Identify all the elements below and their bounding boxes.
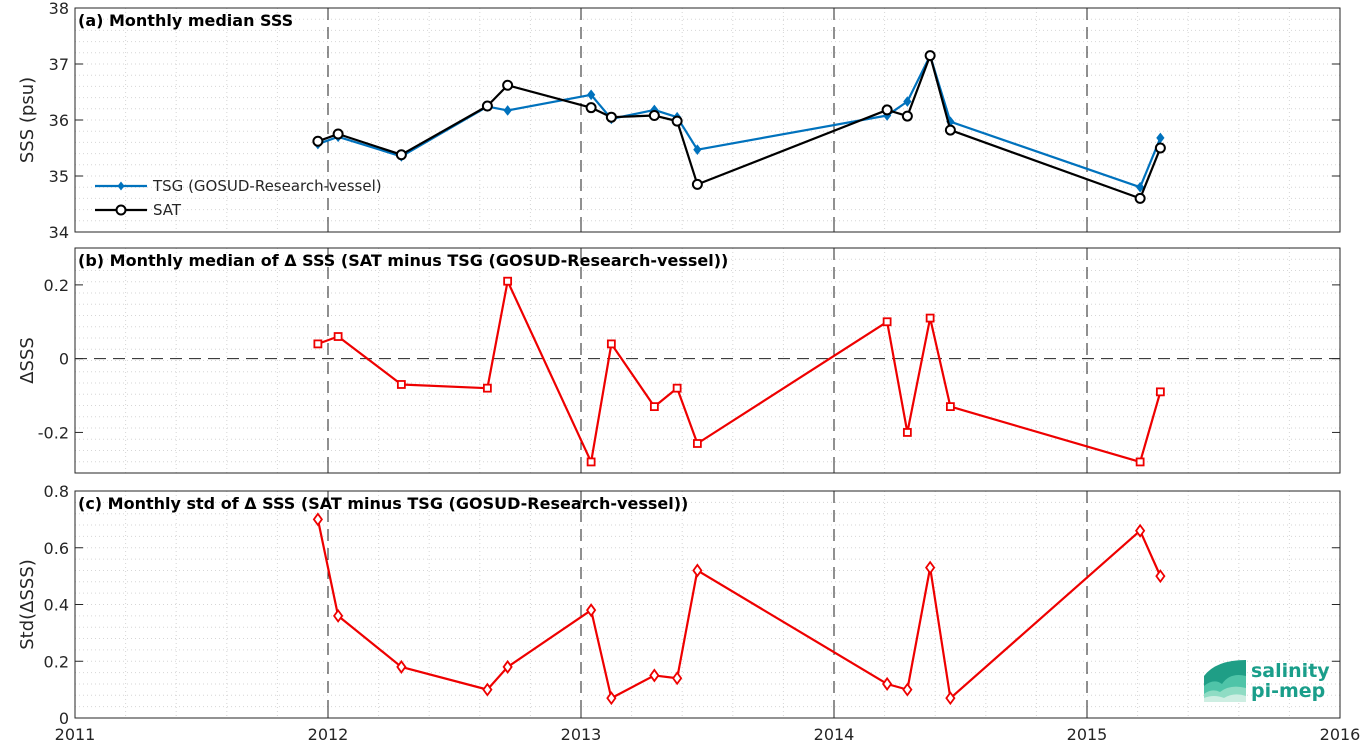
- text-layer: 34 35 36 37 38 SSS (psu) (a) Monthly median SS…: [17, 0, 1360, 744]
- y-tick-label: 37: [49, 55, 69, 74]
- data-point: [944, 124, 956, 136]
- data-point: [945, 402, 955, 412]
- y-tick-label: 0: [59, 709, 69, 728]
- data-point: [672, 383, 682, 393]
- legend-marker: [115, 204, 127, 216]
- legend-label: SAT: [153, 201, 182, 219]
- y-tick-label: 34: [49, 223, 69, 242]
- data-point: [882, 317, 892, 327]
- y-axis-label: SSS (psu): [17, 77, 38, 163]
- data-point: [902, 428, 912, 437]
- data-point: [502, 79, 514, 91]
- data-point: [332, 128, 344, 140]
- panel-1-frame: [74, 247, 1341, 474]
- data-point: [691, 178, 703, 190]
- data-point: [333, 608, 344, 623]
- y-tick-label: 0.2: [44, 276, 69, 295]
- data-point: [649, 668, 660, 683]
- logo-wave-icon: [1204, 660, 1246, 702]
- data-point: [882, 676, 893, 691]
- y-tick-label: 0.8: [44, 482, 69, 501]
- data-point: [1135, 457, 1145, 467]
- y-tick-label: 35: [49, 167, 69, 186]
- y-tick-label: 38: [49, 0, 69, 18]
- salinity-pi-mep-logo: salinity pi-mep: [1204, 660, 1330, 702]
- data-point: [482, 682, 493, 697]
- y-axis-label: Std(ΔSSS): [17, 559, 38, 650]
- data-point: [503, 276, 513, 286]
- y-tick-label: 0.6: [44, 539, 69, 558]
- data-point: [586, 603, 597, 618]
- y-axis-label: ΔSSS: [17, 337, 38, 384]
- data-point: [396, 380, 406, 389]
- data-layer: [312, 50, 1166, 706]
- data-point: [586, 457, 596, 467]
- data-point: [1135, 181, 1145, 193]
- data-point: [903, 96, 912, 107]
- data-point: [1156, 132, 1165, 144]
- legend-marker: [117, 181, 125, 191]
- data-point: [1135, 523, 1146, 538]
- data-point: [1155, 387, 1165, 397]
- data-point: [605, 111, 617, 123]
- x-tick-label: 2011: [55, 725, 96, 744]
- data-point: [692, 563, 703, 578]
- panel-title: (a) Monthly median SSS: [78, 11, 293, 30]
- x-tick-label: 2012: [308, 725, 349, 744]
- series-line-sat: [317, 54, 1162, 200]
- x-tick-label: 2016: [1320, 725, 1361, 744]
- data-point: [585, 102, 597, 114]
- data-point: [649, 402, 659, 412]
- data-point: [502, 659, 513, 674]
- data-point: [586, 89, 596, 101]
- data-point: [672, 671, 683, 686]
- data-point: [481, 100, 493, 112]
- grid-layer: [75, 8, 1340, 718]
- data-point: [313, 339, 323, 349]
- series-line-delta: [316, 519, 1162, 700]
- data-point: [606, 339, 616, 349]
- legend-label: TSG (GOSUD-Research-vessel): [152, 177, 382, 195]
- series-line-delta: [317, 280, 1162, 464]
- data-point: [902, 682, 913, 697]
- data-point: [395, 149, 407, 161]
- data-point: [482, 383, 492, 393]
- data-point: [503, 105, 512, 116]
- data-point: [648, 110, 660, 122]
- data-point: [924, 50, 936, 62]
- y-tick-label: 0.2: [44, 652, 69, 671]
- data-point: [333, 332, 343, 341]
- data-point: [671, 115, 683, 127]
- data-point: [606, 691, 617, 706]
- x-tick-label: 2015: [1067, 725, 1108, 744]
- y-tick-label: 0: [59, 350, 69, 369]
- logo-line-2: pi-mep: [1251, 680, 1325, 702]
- data-point: [1155, 569, 1166, 584]
- data-point: [1154, 142, 1166, 154]
- y-tick-label: 0.4: [44, 596, 69, 615]
- panel-title: (c) Monthly std of Δ SSS (SAT minus TSG …: [78, 494, 688, 513]
- y-tick-label: 36: [49, 111, 69, 130]
- axes-layer: [74, 7, 1341, 719]
- data-point: [312, 135, 324, 147]
- data-point: [312, 512, 323, 527]
- logo-line-1: salinity: [1251, 660, 1330, 682]
- x-tick-label: 2014: [814, 725, 855, 744]
- x-tick-label: 2013: [561, 725, 602, 744]
- data-point: [925, 560, 936, 575]
- data-point: [396, 659, 407, 674]
- data-point: [881, 104, 893, 116]
- data-point: [901, 110, 913, 122]
- data-point: [925, 313, 935, 323]
- data-point: [945, 691, 956, 706]
- y-tick-label: -0.2: [38, 423, 69, 442]
- data-point: [692, 439, 702, 448]
- data-point: [1134, 192, 1146, 204]
- panel-title: (b) Monthly median of Δ SSS (SAT minus T…: [78, 251, 728, 270]
- data-point: [693, 144, 702, 155]
